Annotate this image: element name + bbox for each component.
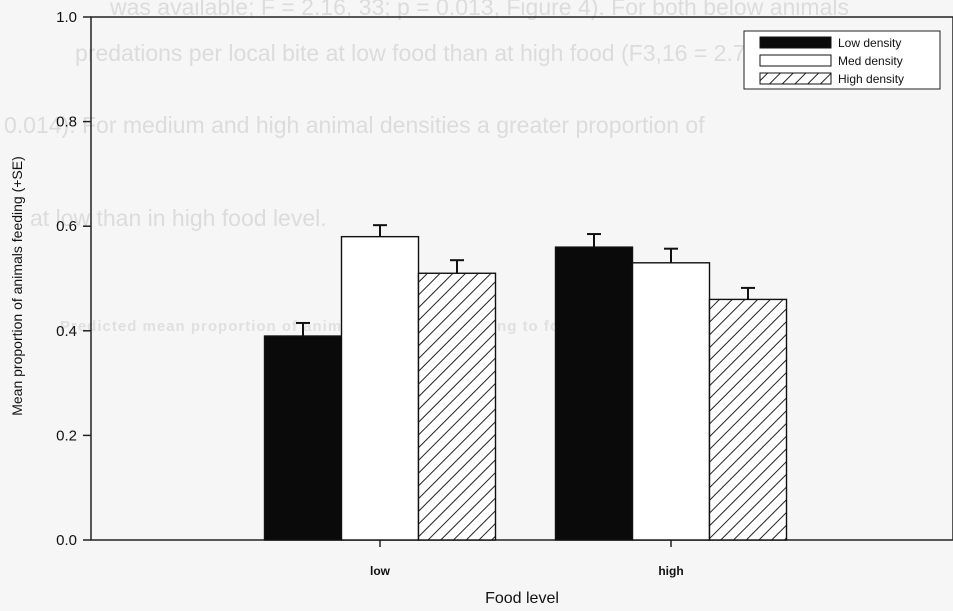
axes: 0.0 0.2 0.4 0.6 0.8 1.0 low high <box>56 9 953 578</box>
axis-labels: Mean proportion of animals feeding (+SE)… <box>9 156 559 607</box>
y-tick-label: 0.0 <box>56 532 77 549</box>
y-tick-label: 0.2 <box>56 427 77 444</box>
bars-group <box>263 224 788 541</box>
bar <box>263 335 343 541</box>
legend-entry: Low density <box>838 36 901 50</box>
bar <box>554 246 634 541</box>
legend-entry: High density <box>838 72 904 86</box>
x-tick-label: low <box>370 564 391 578</box>
y-axis-label: Mean proportion of animals feeding (+SE) <box>9 156 25 416</box>
x-axis-label: Food level <box>485 590 559 607</box>
y-tick-label: 0.8 <box>56 114 77 131</box>
legend-entry: Med density <box>838 54 903 68</box>
y-tick-label: 0.6 <box>56 218 77 235</box>
y-tick-label: 0.4 <box>56 323 77 340</box>
background-text-line-4: at low than in high food level. <box>30 205 327 231</box>
y-tick-label: 1.0 <box>56 9 77 26</box>
bar <box>631 262 711 541</box>
background-text-line-2: predations per local bite at low food th… <box>75 40 785 66</box>
bar <box>417 272 497 541</box>
x-tick-label: high <box>658 564 683 578</box>
background-text-line-1: was available; F = 2.16, 33; p = 0.013, … <box>110 0 849 20</box>
plot-frame <box>90 16 953 541</box>
bar <box>708 298 788 541</box>
legend-swatch <box>759 36 832 49</box>
legend-swatch <box>759 72 832 85</box>
background-text-line-3: 0.014). For medium and high animal densi… <box>4 112 705 138</box>
legend-swatch <box>759 54 832 67</box>
legend: Low density Med density High density <box>743 30 941 90</box>
bar <box>340 235 420 541</box>
